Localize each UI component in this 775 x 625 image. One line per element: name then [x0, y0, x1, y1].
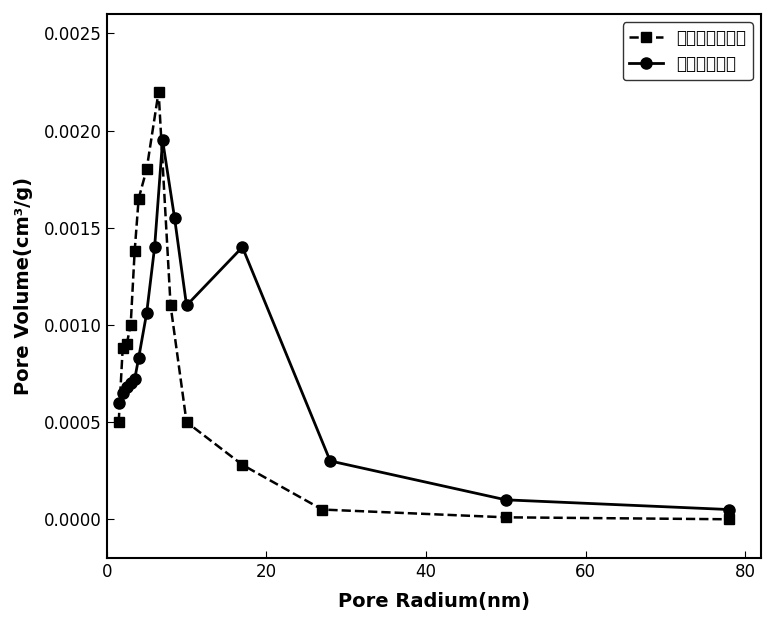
未添加模板材料 [318, 506, 327, 513]
Legend: 未添加模板材料, 添加模板材料: 未添加模板材料, 添加模板材料 [623, 22, 753, 80]
未添加模板材料 [166, 302, 175, 309]
未添加模板材料 [126, 321, 136, 329]
添加模板材料 [130, 376, 140, 383]
未添加模板材料 [122, 341, 131, 348]
未添加模板材料 [725, 516, 734, 523]
未添加模板材料 [134, 195, 143, 202]
未添加模板材料 [238, 461, 247, 469]
添加模板材料 [238, 243, 247, 251]
添加模板材料 [326, 458, 335, 465]
添加模板材料 [134, 354, 143, 362]
未添加模板材料 [114, 418, 123, 426]
未添加模板材料 [154, 88, 164, 96]
Line: 添加模板材料: 添加模板材料 [113, 134, 735, 515]
添加模板材料 [122, 383, 131, 391]
添加模板材料 [126, 379, 136, 387]
添加模板材料 [158, 136, 167, 144]
添加模板材料 [170, 214, 179, 222]
未添加模板材料 [501, 514, 511, 521]
添加模板材料 [182, 302, 191, 309]
未添加模板材料 [130, 248, 140, 255]
Y-axis label: Pore Volume(cm³/g): Pore Volume(cm³/g) [14, 177, 33, 395]
添加模板材料 [725, 506, 734, 513]
添加模板材料 [501, 496, 511, 504]
未添加模板材料 [118, 344, 127, 352]
添加模板材料 [142, 309, 151, 317]
X-axis label: Pore Radium(nm): Pore Radium(nm) [338, 592, 530, 611]
添加模板材料 [114, 399, 123, 406]
未添加模板材料 [142, 166, 151, 173]
添加模板材料 [150, 243, 160, 251]
Line: 未添加模板材料: 未添加模板材料 [114, 87, 734, 524]
添加模板材料 [118, 389, 127, 397]
未添加模板材料 [182, 418, 191, 426]
